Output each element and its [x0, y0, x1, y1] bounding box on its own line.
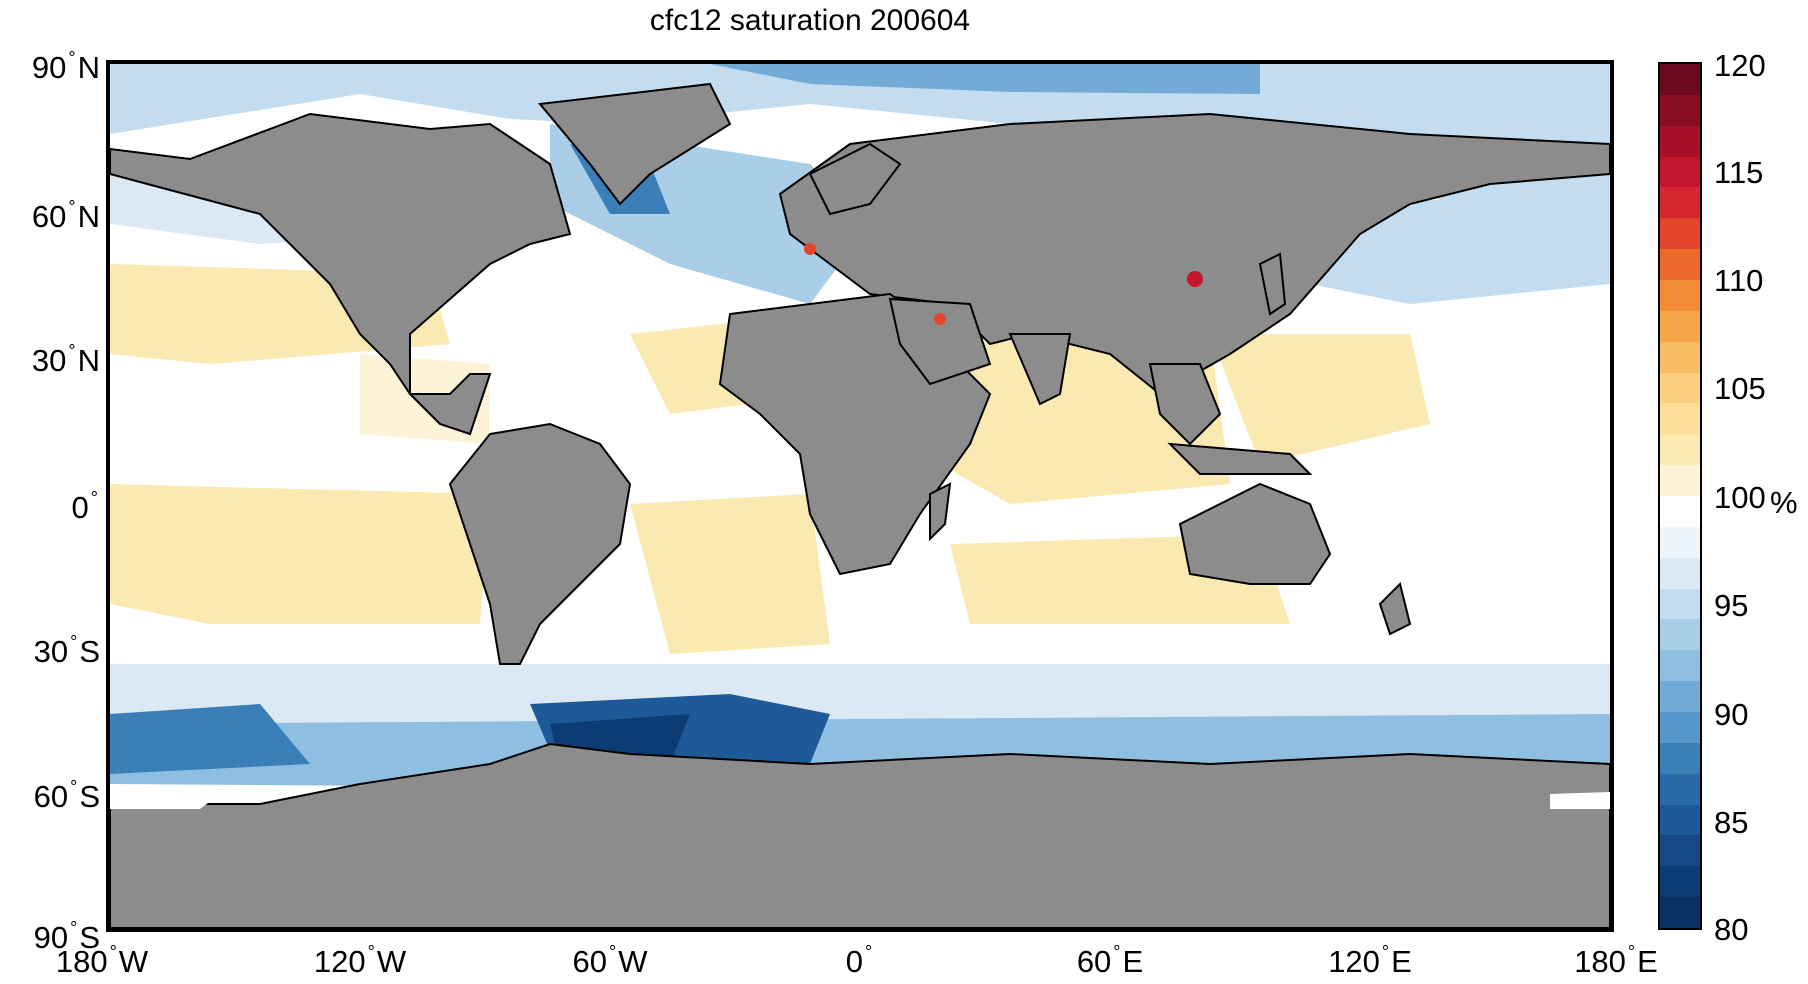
colorbar-segment	[1660, 897, 1700, 928]
colorbar-segment	[1660, 341, 1700, 374]
colorbar-tick-100: 100	[1714, 480, 1766, 515]
indonesia	[1167, 442, 1313, 475]
colorbar	[1658, 62, 1702, 930]
ice-shelf-west	[110, 789, 220, 809]
hot-spot-persian-gulf	[934, 313, 946, 325]
colorbar-segment	[1660, 249, 1700, 281]
colorbar-segment	[1660, 310, 1700, 343]
x-tick-60e: 60 °E	[1076, 942, 1144, 979]
map-frame	[106, 60, 1614, 932]
colorbar-tick-105: 105	[1714, 371, 1766, 406]
colorbar-segment	[1660, 496, 1700, 528]
colorbar-segment	[1660, 187, 1700, 220]
colorbar-tick-90: 90	[1714, 697, 1749, 732]
nw-pacific-cold	[1310, 194, 1610, 304]
north-america	[110, 112, 572, 436]
colorbar-tick-85: 85	[1714, 805, 1749, 840]
colorbar-segment	[1660, 804, 1700, 837]
hot-spot-yellow-sea	[1187, 271, 1203, 287]
colorbar-segment	[1660, 94, 1700, 127]
y-tick-30s: 30 °S	[33, 632, 100, 669]
madagascar	[929, 482, 952, 542]
colorbar-segment	[1660, 742, 1700, 775]
colorbar-segment	[1660, 619, 1700, 652]
ice-shelf-east	[1550, 792, 1610, 809]
colorbar-segment	[1660, 280, 1700, 312]
arabia	[888, 297, 992, 386]
colorbar-unit: %	[1770, 485, 1798, 520]
ross-sea-cold	[110, 704, 310, 774]
y-tick-0: 0 °	[71, 488, 98, 525]
y-tick-60n: 60 °N	[31, 197, 100, 234]
colorbar-tick-120: 120	[1714, 48, 1766, 83]
colorbar-segment	[1660, 681, 1700, 713]
india	[1008, 333, 1072, 406]
west-pacific-warm	[1210, 334, 1430, 464]
x-tick-120w: 120 °W	[313, 942, 407, 979]
colorbar-segment	[1660, 156, 1700, 189]
colorbar-segment	[1660, 650, 1700, 683]
japan	[1258, 252, 1287, 316]
colorbar-segment	[1660, 557, 1700, 590]
colorbar-segment	[1660, 773, 1700, 806]
colorbar-tick-80: 80	[1714, 912, 1749, 947]
new-zealand	[1378, 582, 1412, 636]
antarctica	[110, 742, 1610, 928]
scandinavia	[808, 142, 902, 216]
colorbar-segment	[1660, 866, 1700, 899]
x-tick-180w: 180 °W	[55, 942, 149, 979]
south-atlantic-warm	[630, 494, 830, 654]
colorbar-segment	[1660, 403, 1700, 436]
arctic-deep-band	[710, 64, 1260, 94]
southeast-asia	[1148, 363, 1222, 446]
land-masses	[110, 82, 1610, 928]
map-title: cfc12 saturation 200604	[649, 4, 971, 37]
arctic-cold-band	[110, 64, 1610, 214]
hot-spot-adriatic	[804, 243, 816, 255]
x-tick-60w: 60 °W	[572, 942, 648, 979]
colorbar-segment	[1660, 835, 1700, 868]
greenland	[538, 82, 732, 206]
colorbar-segment	[1660, 218, 1700, 251]
south-pacific-warm	[110, 484, 490, 624]
colorbar-segment	[1660, 64, 1700, 96]
colorbar-segment	[1660, 434, 1700, 467]
colorbar-segment	[1660, 526, 1700, 559]
x-tick-120e: 120 °E	[1328, 942, 1412, 979]
colorbar-segment	[1660, 465, 1700, 497]
europe-asia	[778, 112, 1610, 396]
colorbar-tick-115: 115	[1714, 155, 1764, 190]
y-tick-60s: 60 °S	[33, 777, 100, 814]
south-america	[448, 422, 632, 665]
x-tick-0: 0 °	[845, 942, 873, 979]
australia	[1178, 482, 1332, 585]
colorbar-segment	[1660, 125, 1700, 158]
y-tick-30n: 30 °N	[31, 341, 100, 378]
y-tick-90n: 90 °N	[31, 48, 100, 85]
colorbar-tick-95: 95	[1714, 588, 1749, 623]
world-map	[110, 64, 1610, 928]
colorbar-tick-110: 110	[1714, 263, 1764, 298]
x-tick-180e: 180 °E	[1574, 942, 1658, 979]
colorbar-segment	[1660, 588, 1700, 621]
colorbar-segment	[1660, 712, 1700, 744]
colorbar-segment	[1660, 372, 1700, 405]
y-tick-90s: 90 °S	[33, 918, 100, 955]
